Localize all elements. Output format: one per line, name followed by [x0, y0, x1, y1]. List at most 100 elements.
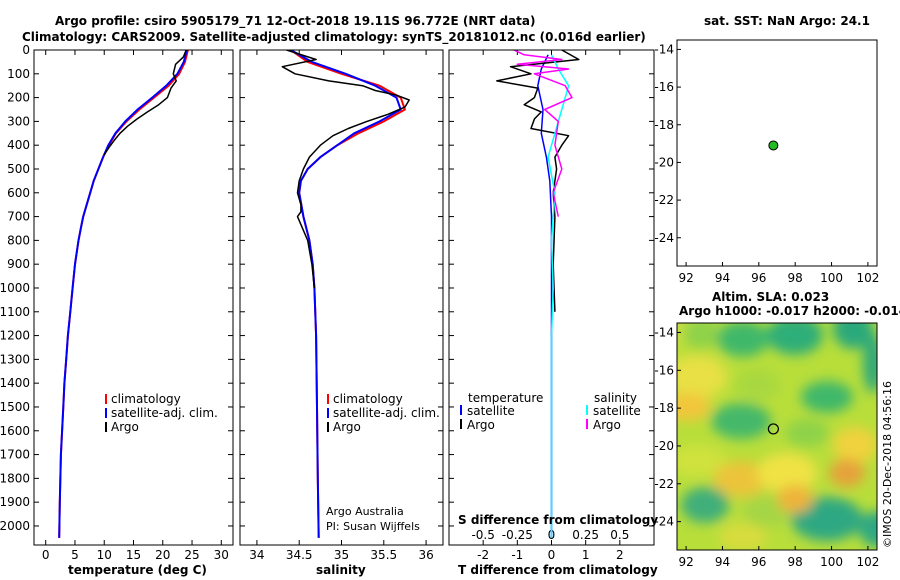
salinity-xlabel: salinity — [316, 563, 366, 577]
sla-ytick-label: -20 — [654, 439, 674, 453]
temp-xtick-label: 15 — [126, 548, 141, 562]
diff-legend-label: satellite — [467, 404, 515, 418]
diff-series-sal-satellite — [547, 54, 570, 538]
sla-anomaly-patch — [829, 459, 865, 487]
depth-tick-label: 900 — [7, 257, 30, 271]
salinity-plot: 34 34.5 35 35.5 36 climatologysatellite-adj. … — [239, 49, 444, 562]
sla-ytick-label: -14 — [654, 325, 674, 339]
sla-anomaly-patch — [713, 461, 769, 497]
sst-ytick-label: -22 — [654, 193, 674, 207]
sal-series-argo — [281, 50, 410, 289]
diff-legend-label: Argo — [593, 418, 621, 432]
sla-xtick-label: 102 — [856, 555, 879, 569]
diff-frame — [448, 49, 655, 546]
sla-title-line-1: Altim. SLA: 0.023 — [712, 290, 829, 304]
diff-legend-sal-heading: salinity — [594, 391, 637, 405]
sst-frame — [676, 39, 878, 267]
sal-legend-label: Argo — [333, 420, 361, 434]
sal-legend-label: satellite-adj. clim. — [333, 406, 440, 420]
sla-blob-group — [677, 323, 877, 550]
depth-tick-label: 0 — [22, 43, 30, 57]
temp-series-satellite-adj-clim- — [58, 50, 188, 538]
sla-xtick-label: 94 — [715, 555, 730, 569]
difference-plot: -2 -1 0 1 2-0.5 -0.25 0 0.25 0.5temperaturesatel… — [448, 49, 655, 562]
depth-tick-label: 2000 — [0, 519, 30, 533]
depth-tick-label: 600 — [7, 186, 30, 200]
temperature-plot: 0 5 10 15 20 25 300100200300400500600700800900… — [0, 43, 234, 562]
temp-legend-label: climatology — [111, 392, 181, 406]
diff-xtick-label: -2 — [477, 548, 489, 562]
sla-anomaly-patch — [777, 485, 813, 513]
depth-tick-label: 1500 — [0, 400, 30, 414]
depth-tick-label: 400 — [7, 138, 30, 152]
diff-series-group — [496, 50, 580, 538]
depth-tick-label: 100 — [7, 67, 30, 81]
depth-tick-label: 1900 — [0, 495, 30, 509]
sla-heatmap — [677, 323, 877, 550]
sla-anomaly-patch — [711, 403, 771, 439]
sst-xtick-label: 98 — [788, 271, 803, 285]
sla-anomaly-patch — [735, 369, 779, 401]
diff-legend-label: Argo — [467, 418, 495, 432]
sla-map: 92 94 96 98 100 102 -14 -16 -18 -20 -22 -24 — [654, 322, 879, 569]
diff-x2tick-label: -0.5 — [471, 528, 494, 542]
diff-series-sal-argo — [513, 50, 573, 217]
sla-anomaly-patch — [833, 427, 877, 463]
sst-xtick-label: 100 — [820, 271, 843, 285]
sla-anomaly-patch — [785, 419, 829, 447]
sla-frame — [676, 322, 878, 551]
temp-xtick-label: 10 — [97, 548, 112, 562]
depth-tick-label: 200 — [7, 91, 30, 105]
depth-tick-label: 1200 — [0, 329, 30, 343]
sst-ytick-label: -16 — [654, 80, 674, 94]
diff-xtick-label: 0 — [548, 548, 556, 562]
sla-anomaly-patch — [717, 323, 769, 357]
temp-frame — [33, 49, 234, 546]
sla-title-line-2: Argo h1000: -0.017 h2000: -0.014 — [679, 304, 900, 318]
sla-ytick-label: -24 — [654, 515, 674, 529]
sst-ytick-label: -20 — [654, 155, 674, 169]
sal-xtick-label: 35.5 — [370, 548, 397, 562]
sal-xtick-label: 35 — [334, 548, 349, 562]
argo-australia-note: Argo Australia — [326, 505, 404, 518]
sla-xtick-label: 100 — [820, 555, 843, 569]
diff-xtick-label: -1 — [511, 548, 523, 562]
temp-legend-label: satellite-adj. clim. — [111, 406, 218, 420]
sla-anomaly-patch — [801, 381, 853, 413]
depth-tick-label: 700 — [7, 210, 30, 224]
depth-tick-label: 1400 — [0, 376, 30, 390]
sst-xtick-label: 96 — [751, 271, 766, 285]
sal-xtick-label: 34 — [249, 548, 264, 562]
diff-x2tick-label: -0.25 — [502, 528, 533, 542]
depth-tick-label: 300 — [7, 114, 30, 128]
argo-location-ring — [767, 423, 779, 435]
sla-anomaly-patch — [681, 487, 729, 523]
sst-xtick-label: 102 — [856, 271, 879, 285]
difference-x2label: S difference from climatology — [458, 513, 658, 527]
depth-tick-label: 1600 — [0, 424, 30, 438]
sal-legend-label: climatology — [333, 392, 403, 406]
diff-xtick-label: 2 — [616, 548, 624, 562]
sal-series-group — [281, 50, 410, 538]
sst-map: 92 94 96 98 100 102 -14 -16 -18 -20 -22 -24 — [654, 39, 879, 285]
diff-x2tick-label: 0.25 — [572, 528, 599, 542]
temp-series-argo — [103, 50, 187, 156]
temp-series-group — [58, 50, 189, 538]
sla-anomaly-patch — [859, 511, 877, 547]
depth-tick-label: 1100 — [0, 305, 30, 319]
sst-title: sat. SST: NaN Argo: 24.1 — [704, 14, 870, 28]
sla-anomaly-patch — [791, 497, 863, 541]
sst-xtick-label: 92 — [678, 271, 693, 285]
sla-anomaly-patch — [683, 323, 719, 349]
sla-anomaly-patch — [833, 323, 873, 349]
argo-location-marker — [768, 140, 779, 151]
sla-xtick-label: 98 — [788, 555, 803, 569]
sla-anomaly-patch — [677, 445, 727, 477]
sla-anomaly-patch — [863, 333, 877, 393]
sst-ytick-label: -18 — [654, 118, 674, 132]
diff-x2tick-label: 0.5 — [610, 528, 629, 542]
sst-xtick-label: 94 — [715, 271, 730, 285]
pi-note: PI: Susan Wijffels — [326, 520, 420, 533]
diff-legend-label: satellite — [593, 404, 641, 418]
